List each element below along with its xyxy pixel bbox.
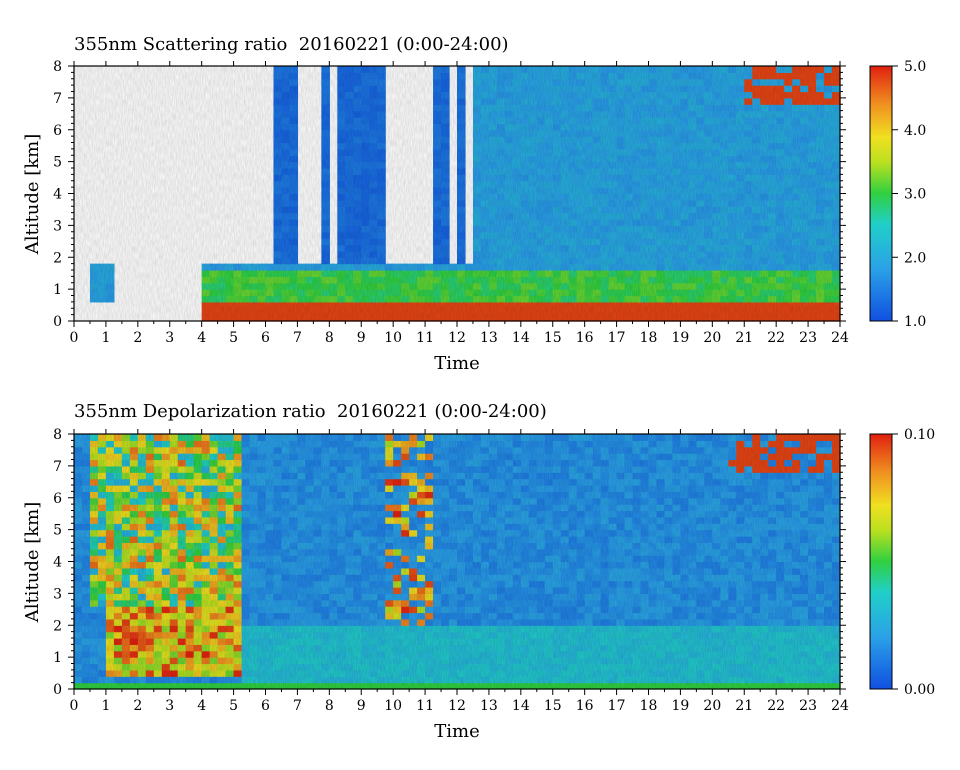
x-tick-label: 10 — [384, 698, 402, 714]
x-tick-label: 1 — [101, 698, 110, 714]
x-tick-label: 13 — [480, 698, 498, 714]
panel1-title: 355nm Scattering ratio 20160221 (0:00-24… — [74, 34, 509, 55]
x-tick-label: 7 — [293, 330, 302, 346]
panel2-x-axis: 0 1 2 3 4 5 6 7 8 9 10 11 12 13 14 15 16 17 18 19 20 21 22 23 24 — [70, 429, 849, 714]
x-tick-label: 5 — [229, 698, 238, 714]
x-tick-label: 10 — [384, 330, 402, 346]
x-tick-label: 0 — [70, 698, 79, 714]
x-tick-label: 20 — [703, 698, 721, 714]
y-tick-label: 6 — [53, 123, 62, 139]
panel2-title: 355nm Depolarization ratio 20160221 (0:0… — [74, 401, 547, 422]
colorbar-tick-label: 2.0 — [904, 250, 926, 266]
x-tick-label: 14 — [512, 330, 530, 346]
panel2-colorbar-gradient — [869, 433, 893, 690]
colorbar-tick-label: 1.0 — [904, 314, 926, 330]
x-tick-label: 22 — [767, 698, 785, 714]
x-tick-label: 21 — [735, 698, 753, 714]
panel1-y-axis-title: Altitude [km] — [22, 134, 43, 256]
x-tick-label: 17 — [608, 698, 626, 714]
x-tick-label: 9 — [357, 698, 366, 714]
x-tick-label: 11 — [416, 330, 434, 346]
x-tick-label: 19 — [672, 698, 690, 714]
x-tick-label: 16 — [576, 330, 594, 346]
x-tick-label: 14 — [512, 698, 530, 714]
panel1-x-axis: 0 1 2 3 4 5 6 7 8 9 10 11 12 13 14 15 16 17 18 19 20 21 22 23 24 — [70, 61, 849, 346]
x-tick-label: 4 — [197, 698, 206, 714]
y-tick-label: 0 — [53, 682, 62, 698]
y-tick-label: 2 — [53, 250, 62, 266]
y-tick-label: 5 — [53, 523, 62, 539]
x-tick-label: 2 — [133, 698, 142, 714]
x-tick-label: 15 — [544, 330, 562, 346]
x-tick-label: 24 — [831, 330, 849, 346]
panel2-heatmap — [74, 434, 841, 690]
x-tick-label: 19 — [672, 330, 690, 346]
panel2-colorbar: 0.00 0.10 — [869, 427, 935, 698]
x-tick-label: 8 — [325, 330, 334, 346]
x-tick-label: 5 — [229, 330, 238, 346]
x-tick-label: 3 — [165, 698, 174, 714]
panel2-y-axis-title: Altitude [km] — [22, 502, 43, 624]
panel2-y-axis: 0 1 2 3 4 5 6 7 8 — [53, 427, 846, 698]
x-tick-label: 20 — [703, 330, 721, 346]
x-tick-label: 16 — [576, 698, 594, 714]
x-tick-label: 18 — [640, 330, 658, 346]
colorbar-tick-label: 5.0 — [904, 59, 926, 75]
x-tick-label: 2 — [133, 330, 142, 346]
panel1-colorbar-gradient — [869, 65, 893, 322]
y-tick-label: 0 — [53, 314, 62, 330]
x-tick-label: 21 — [735, 330, 753, 346]
x-tick-label: 6 — [261, 330, 270, 346]
x-tick-label: 13 — [480, 330, 498, 346]
y-tick-label: 4 — [53, 187, 62, 203]
x-tick-label: 12 — [448, 698, 466, 714]
y-tick-label: 7 — [53, 459, 62, 475]
y-tick-label: 8 — [53, 59, 62, 75]
y-tick-label: 1 — [53, 650, 62, 666]
y-tick-label: 4 — [53, 555, 62, 571]
x-tick-label: 8 — [325, 698, 334, 714]
x-tick-label: 18 — [640, 698, 658, 714]
panel1-y-axis: 0 1 2 3 4 5 6 7 8 — [53, 59, 846, 330]
x-tick-label: 23 — [799, 698, 817, 714]
x-tick-label: 0 — [70, 330, 79, 346]
y-tick-label: 6 — [53, 491, 62, 507]
x-tick-label: 23 — [799, 330, 817, 346]
colorbar-tick-label: 4.0 — [904, 123, 926, 139]
x-tick-label: 9 — [357, 330, 366, 346]
y-tick-label: 2 — [53, 618, 62, 634]
panel2-x-axis-title: Time — [434, 721, 479, 742]
x-tick-label: 3 — [165, 330, 174, 346]
y-tick-label: 3 — [53, 586, 62, 602]
colorbar-tick-label: 0.10 — [904, 427, 935, 443]
y-tick-label: 7 — [53, 91, 62, 107]
x-tick-label: 7 — [293, 698, 302, 714]
depolarization-ratio-panel: 355nm Depolarization ratio 20160221 (0:0… — [22, 401, 935, 742]
panel1-x-axis-title: Time — [434, 353, 479, 374]
x-tick-label: 1 — [101, 330, 110, 346]
colorbar-tick-label: 3.0 — [904, 187, 926, 203]
y-tick-label: 5 — [53, 155, 62, 171]
x-tick-label: 15 — [544, 698, 562, 714]
x-tick-label: 6 — [261, 698, 270, 714]
x-tick-label: 24 — [831, 698, 849, 714]
x-tick-label: 17 — [608, 330, 626, 346]
colorbar-tick-label: 0.00 — [904, 682, 935, 698]
x-tick-label: 12 — [448, 330, 466, 346]
y-tick-label: 3 — [53, 218, 62, 234]
x-tick-label: 4 — [197, 330, 206, 346]
x-tick-label: 22 — [767, 330, 785, 346]
x-tick-label: 11 — [416, 698, 434, 714]
y-tick-label: 8 — [53, 427, 62, 443]
y-tick-label: 1 — [53, 282, 62, 298]
panel1-colorbar: 1.0 2.0 3.0 4.0 5.0 — [869, 59, 926, 330]
scattering-ratio-panel: 355nm Scattering ratio 20160221 (0:00-24… — [22, 34, 926, 374]
panel1-heatmap — [74, 66, 841, 322]
